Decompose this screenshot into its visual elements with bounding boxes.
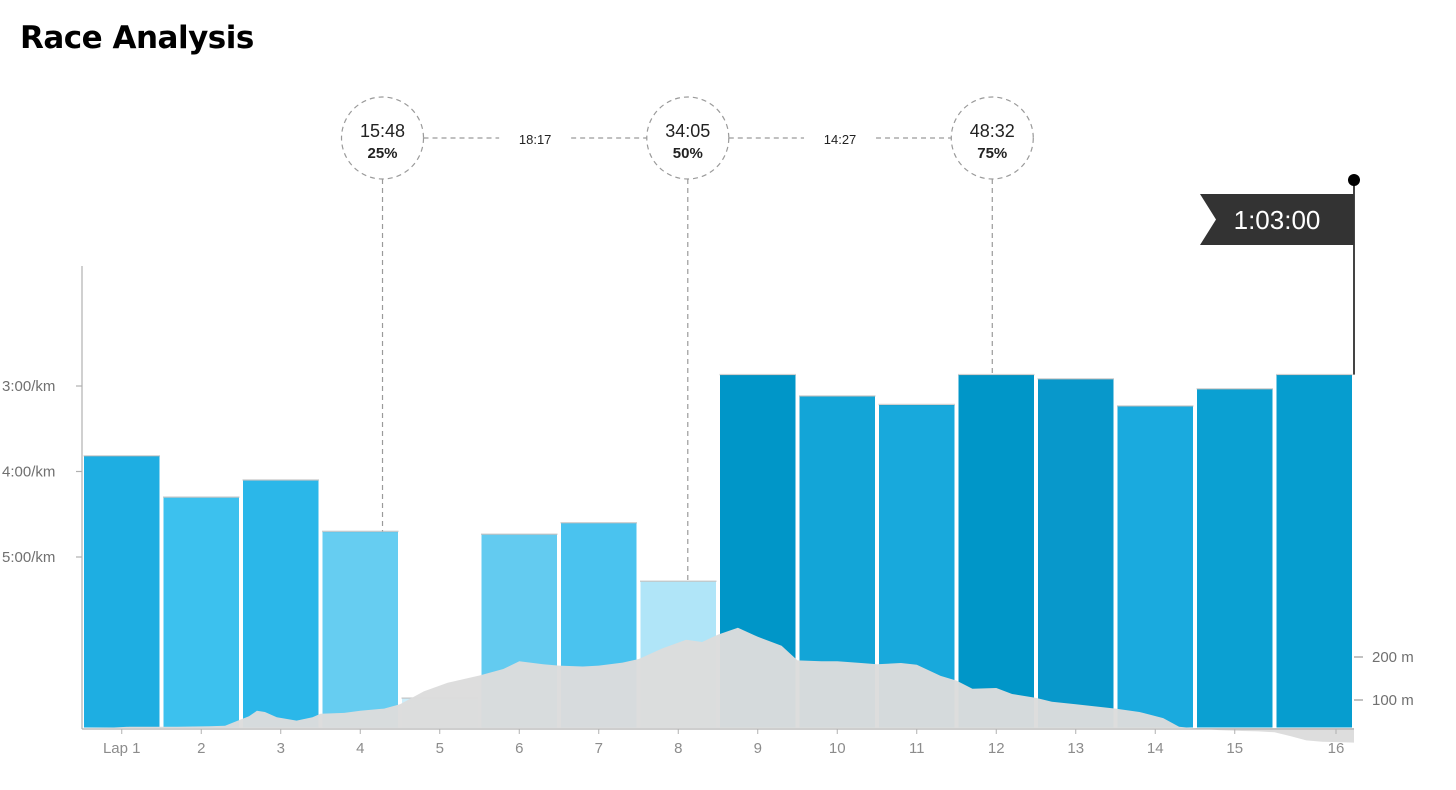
bar-lap-16[interactable] bbox=[1275, 374, 1353, 729]
y-tick-label: 5:00/km bbox=[2, 549, 55, 566]
milestone-percent: 75% bbox=[977, 145, 1007, 162]
x-tick-label: 2 bbox=[197, 740, 205, 757]
elevation-profile bbox=[82, 627, 1354, 743]
x-tick-label: 14 bbox=[1147, 740, 1164, 757]
x-tick-label: 12 bbox=[988, 740, 1005, 757]
x-tick-label: 13 bbox=[1067, 740, 1084, 757]
x-tick-label: 7 bbox=[595, 740, 603, 757]
bar-lap-13[interactable] bbox=[1037, 378, 1115, 729]
split-time: 18:17 bbox=[519, 132, 552, 147]
x-tick-label: 3 bbox=[277, 740, 285, 757]
bar-lap-12[interactable] bbox=[957, 374, 1035, 729]
chart-title: Race Analysis bbox=[20, 20, 254, 56]
split-time: 14:27 bbox=[824, 132, 857, 147]
x-tick-label: 8 bbox=[674, 740, 682, 757]
finish-pole-knob bbox=[1348, 174, 1360, 186]
x-tick-label: 5 bbox=[436, 740, 444, 757]
finish-time: 1:03:00 bbox=[1234, 205, 1321, 235]
milestone-percent: 50% bbox=[673, 145, 703, 162]
x-tick-label: 6 bbox=[515, 740, 523, 757]
y-tick-label: 3:00/km bbox=[2, 378, 55, 395]
y-tick-label: 4:00/km bbox=[2, 464, 55, 481]
bar-lap-15[interactable] bbox=[1196, 388, 1274, 729]
bar-lap-4[interactable] bbox=[321, 530, 399, 729]
bar-lap-2[interactable] bbox=[162, 496, 240, 729]
milestone-time: 34:05 bbox=[665, 121, 710, 141]
x-tick-label: 4 bbox=[356, 740, 364, 757]
elevation-tick-label: 100 m bbox=[1372, 692, 1414, 709]
elevation-tick-label: 200 m bbox=[1372, 649, 1414, 666]
x-tick-label: Lap 1 bbox=[103, 740, 141, 757]
finish-flag bbox=[1200, 194, 1354, 245]
x-tick-label: 10 bbox=[829, 740, 846, 757]
x-tick-label: 16 bbox=[1328, 740, 1345, 757]
x-tick-label: 9 bbox=[754, 740, 762, 757]
milestone-time: 48:32 bbox=[970, 121, 1015, 141]
x-tick-label: 15 bbox=[1226, 740, 1243, 757]
milestone-percent: 25% bbox=[367, 145, 397, 162]
bar-lap-14[interactable] bbox=[1116, 405, 1194, 729]
x-tick-label: 11 bbox=[909, 740, 925, 757]
bar-lap-1[interactable] bbox=[83, 455, 161, 729]
milestone-time: 15:48 bbox=[360, 121, 405, 141]
bar-lap-3[interactable] bbox=[242, 479, 320, 729]
